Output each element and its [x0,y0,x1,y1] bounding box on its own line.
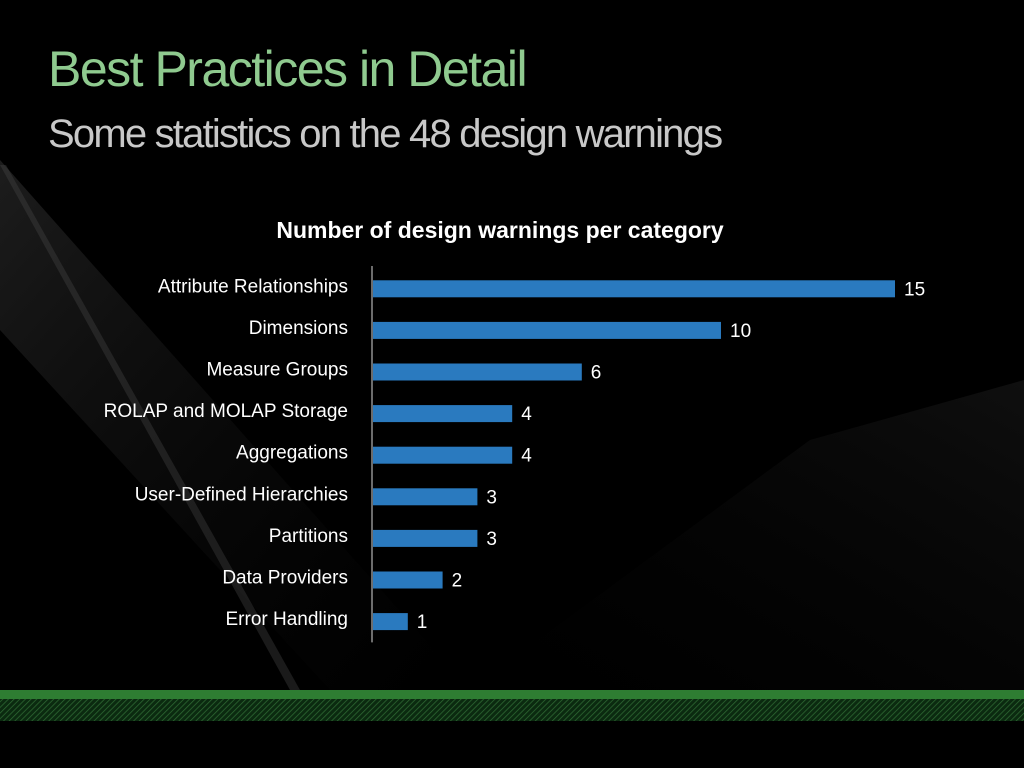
chart-title: Number of design warnings per category [276,217,724,243]
bar [373,321,721,339]
category-label: Attribute Relationships [158,276,348,297]
data-label: 4 [521,446,532,467]
slide-subtitle: Some statistics on the 48 design warning… [48,112,723,156]
category-label: Aggregations [236,443,348,464]
category-label: Dimensions [249,318,348,339]
data-label: 3 [486,487,497,508]
data-label: 10 [730,321,751,342]
bar [373,405,513,423]
category-label: ROLAP and MOLAP Storage [104,401,348,422]
category-label: Partitions [269,526,348,547]
data-label: 15 [904,279,925,300]
bar [373,446,513,464]
category-label: Data Providers [222,568,348,589]
bar [373,363,582,381]
data-label: 3 [486,529,497,550]
footer-band [0,690,1024,721]
data-label: 1 [417,612,428,633]
category-label: User-Defined Hierarchies [135,484,348,505]
bar [373,613,408,631]
slide-title: Best Practices in Detail [48,41,528,97]
category-label: Error Handling [226,609,349,630]
bar [373,571,443,589]
data-label: 6 [591,363,602,384]
bar [373,488,478,506]
bar [373,280,895,298]
bar [373,529,478,547]
data-label: 4 [521,404,532,425]
data-label: 2 [452,571,463,592]
category-label: Measure Groups [206,360,348,381]
